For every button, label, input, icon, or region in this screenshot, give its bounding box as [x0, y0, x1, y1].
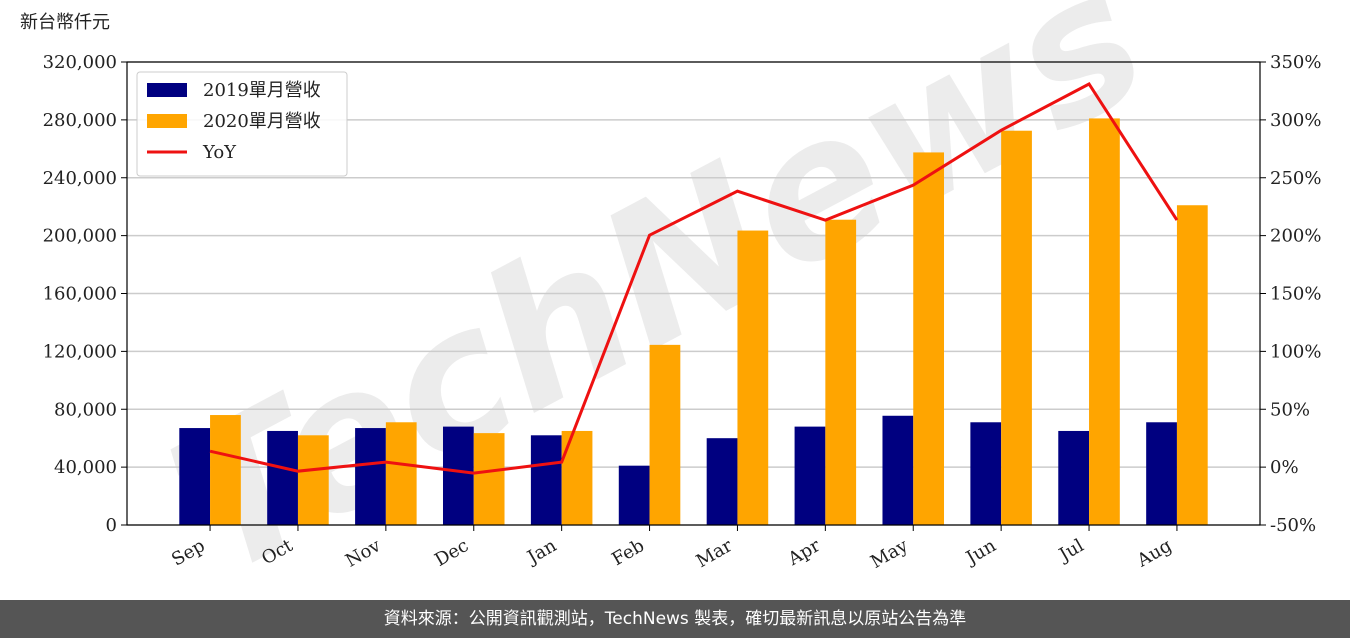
bar — [210, 415, 241, 525]
y-tick-label: 240,000 — [43, 168, 117, 189]
y-tick-label: 160,000 — [43, 284, 117, 305]
bar — [442, 426, 474, 525]
legend-label: 2019單月營收 — [203, 80, 321, 101]
bar — [1176, 205, 1208, 525]
bar — [913, 152, 945, 525]
y-axis-title: 新台幣仟元 — [20, 12, 110, 33]
bar — [737, 230, 769, 525]
y2-tick-label: 200% — [1270, 226, 1321, 247]
y-tick-label: 280,000 — [43, 110, 117, 131]
x-tick-label: Aug — [1133, 535, 1176, 572]
y-tick-label: 80,000 — [54, 399, 117, 420]
plot-frame — [126, 61, 1261, 526]
bar — [825, 219, 857, 525]
y2-tick-label: 300% — [1270, 110, 1321, 131]
x-tick-label: Dec — [431, 535, 472, 571]
bar — [385, 422, 417, 525]
y2-tick-label: 150% — [1270, 284, 1321, 305]
bar — [355, 428, 386, 525]
y2-tick-label: 0% — [1270, 457, 1299, 478]
footer: 資料來源：公開資訊觀測站，TechNews 製表，確切最新訊息以原站公告為準 — [0, 600, 1350, 638]
x-tick-label: Feb — [608, 535, 648, 570]
bar — [1089, 118, 1120, 525]
legend-label: 2020單月營收 — [203, 111, 321, 132]
y2-tick-label: 350% — [1270, 52, 1321, 73]
legend-label: YoY — [202, 142, 237, 163]
y-tick-label: 320,000 — [43, 52, 117, 73]
bar — [473, 433, 505, 525]
y-tick-label: 200,000 — [43, 226, 117, 247]
bar — [970, 422, 1002, 525]
x-tick-label: Mar — [693, 535, 737, 572]
bar — [1146, 422, 1177, 525]
y2-tick-label: -50% — [1270, 515, 1316, 536]
bar — [561, 430, 593, 525]
chart: 新台幣仟元 TechNews040,00080,000120,000160,00… — [20, 0, 1321, 618]
x-tick-label: Jul — [1054, 535, 1088, 567]
bar — [267, 430, 298, 525]
legend-swatch — [147, 114, 187, 128]
y-tick-label: 40,000 — [54, 457, 117, 478]
y2-tick-label: 250% — [1270, 168, 1321, 189]
bar — [882, 415, 914, 525]
bar — [618, 465, 650, 525]
bar — [297, 435, 329, 525]
x-tick-label: Jan — [522, 535, 560, 569]
bar — [1058, 430, 1090, 525]
legend-box — [136, 71, 348, 177]
legend-swatch — [147, 83, 187, 97]
bar — [706, 438, 738, 525]
y-tick-label: 0 — [106, 515, 117, 536]
bar — [794, 426, 826, 525]
x-tick-label: Jun — [961, 535, 1000, 570]
bar — [179, 428, 211, 525]
x-tick-label: Apr — [784, 535, 824, 570]
line — [209, 82, 1179, 475]
y-tick-label: 120,000 — [43, 341, 117, 362]
bar — [1001, 130, 1032, 525]
bar — [649, 344, 681, 525]
bar — [530, 435, 562, 525]
y2-tick-label: 100% — [1270, 341, 1321, 362]
x-tick-label: May — [867, 535, 912, 573]
y2-tick-label: 50% — [1270, 399, 1310, 420]
